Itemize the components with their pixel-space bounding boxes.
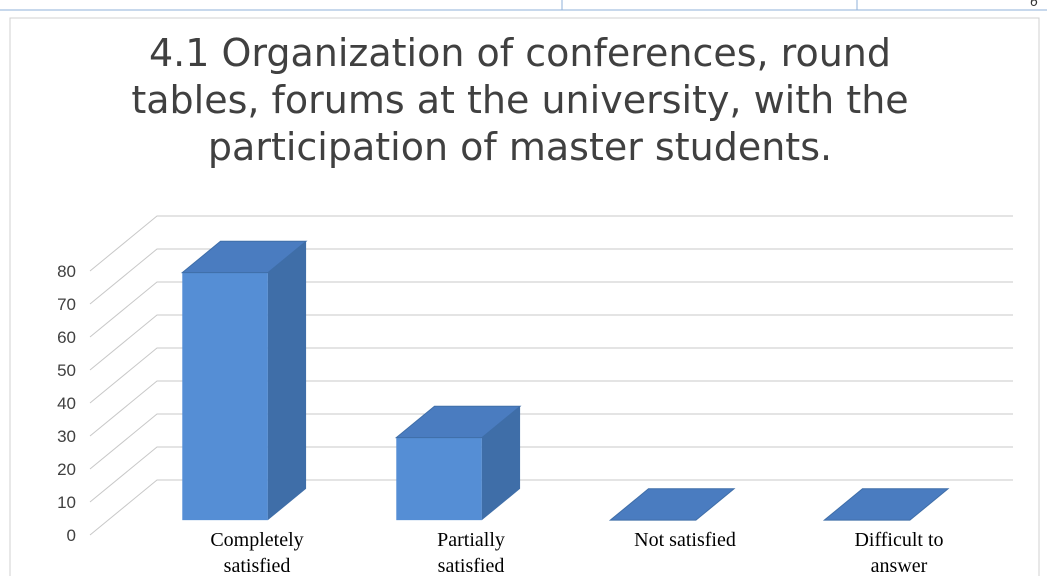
x-tick-label: Not satisfied — [634, 529, 736, 551]
y-tick-label: 60 — [57, 328, 76, 347]
grid-line — [89, 347, 1013, 404]
y-tick-label: 0 — [67, 526, 76, 545]
bar-top — [180, 240, 308, 274]
bar-front — [182, 272, 268, 521]
grid-line — [89, 281, 1013, 338]
x-tick-label: Partially satisfied — [437, 529, 505, 576]
bar — [180, 240, 308, 521]
bar-side — [481, 406, 521, 521]
y-tick-label: 10 — [57, 493, 76, 512]
bar-top — [608, 488, 736, 521]
page-number: 6 — [1030, 0, 1038, 9]
y-tick-label: 20 — [57, 460, 76, 479]
bar — [822, 488, 950, 521]
x-tick-label: Completely satisfied — [210, 529, 303, 576]
bar-side — [267, 241, 307, 521]
x-tick-label: Difficult to answer — [854, 529, 943, 576]
bar-top — [822, 488, 950, 521]
chart-title: 4.1 Organization of conferences, round t… — [131, 31, 909, 169]
y-tick-label: 40 — [57, 394, 76, 413]
y-tick-label: 50 — [57, 361, 76, 380]
grid-line — [89, 446, 1013, 503]
grid-line — [89, 479, 1013, 536]
grid-line — [89, 413, 1013, 470]
bar — [608, 488, 736, 521]
chart-border — [9, 17, 1040, 576]
bar — [394, 405, 522, 521]
grid-line — [89, 215, 1013, 272]
bar-front — [396, 437, 482, 521]
grid-line — [89, 380, 1013, 437]
grid-line — [89, 248, 1013, 305]
bar-top — [394, 405, 522, 439]
y-tick-label: 70 — [57, 295, 76, 314]
y-tick-label: 30 — [57, 427, 76, 446]
y-tick-label: 80 — [57, 262, 76, 281]
grid-line — [89, 314, 1013, 371]
